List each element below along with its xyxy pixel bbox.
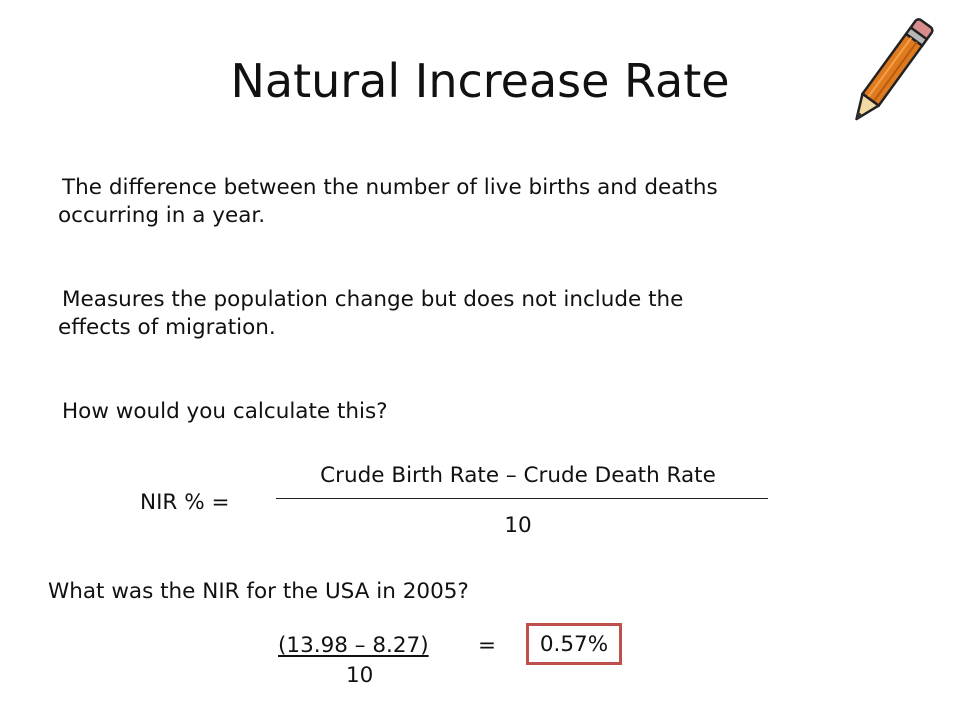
- formula-label: NIR % =: [140, 490, 230, 515]
- calculate-question-line: How would you calculate this?: [62, 399, 388, 424]
- answer-box: 0.57%: [526, 623, 622, 665]
- question-calculate-paragraph: How would you calculate this?: [58, 398, 918, 426]
- pencil-icon: [855, 18, 934, 121]
- calculation-denominator: 10: [346, 663, 374, 688]
- formula-fraction-bar: [276, 498, 768, 499]
- usa-2005-question: What was the NIR for the USA in 2005?: [48, 579, 469, 604]
- measure-line-2: effects of migration.: [58, 315, 276, 340]
- calculation-numerator: (13.98 – 8.27): [278, 633, 429, 658]
- calculation-equals: =: [478, 633, 497, 658]
- definition-paragraph: The difference between the number of liv…: [58, 174, 918, 230]
- definition-line-1: The difference between the number of liv…: [62, 175, 718, 200]
- definition-line-2: occurring in a year.: [58, 203, 266, 228]
- slide-title: Natural Increase Rate: [230, 54, 730, 108]
- measure-paragraph: Measures the population change but does …: [58, 286, 918, 342]
- formula-numerator: Crude Birth Rate – Crude Death Rate: [320, 463, 716, 488]
- answer-value: 0.57%: [539, 631, 609, 657]
- formula-denominator: 10: [504, 513, 532, 538]
- measure-line-1: Measures the population change but does …: [62, 287, 684, 312]
